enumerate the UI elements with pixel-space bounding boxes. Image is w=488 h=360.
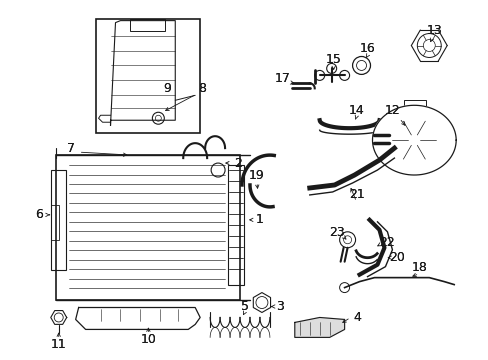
Polygon shape xyxy=(76,307,200,329)
Text: 18: 18 xyxy=(410,261,427,274)
Polygon shape xyxy=(294,318,344,337)
Text: 7: 7 xyxy=(66,141,75,155)
Text: 9: 9 xyxy=(163,82,171,95)
Bar xyxy=(130,19,165,31)
Text: 12: 12 xyxy=(384,104,400,117)
Bar xyxy=(95,19,200,133)
Text: 8: 8 xyxy=(198,82,206,95)
Text: 5: 5 xyxy=(241,300,248,313)
Text: 15: 15 xyxy=(325,53,341,66)
Text: 9: 9 xyxy=(163,82,171,95)
Text: 1: 1 xyxy=(256,213,264,226)
Text: 21: 21 xyxy=(348,188,364,202)
Text: 8: 8 xyxy=(198,82,206,95)
Text: 20: 20 xyxy=(388,251,405,264)
Text: 18: 18 xyxy=(410,261,427,274)
Text: 23: 23 xyxy=(328,226,344,239)
Text: 5: 5 xyxy=(241,300,248,313)
Text: 16: 16 xyxy=(359,42,375,55)
Text: 2: 2 xyxy=(234,157,242,170)
Text: 19: 19 xyxy=(248,168,264,181)
Text: 17: 17 xyxy=(274,72,290,85)
Text: 10: 10 xyxy=(140,333,156,346)
Text: 16: 16 xyxy=(359,42,375,55)
Bar xyxy=(51,205,59,240)
Bar xyxy=(404,100,426,118)
Bar xyxy=(51,170,65,270)
Text: 11: 11 xyxy=(51,338,66,351)
Text: 19: 19 xyxy=(248,168,264,181)
Text: 17: 17 xyxy=(274,72,290,85)
Text: 4: 4 xyxy=(353,311,361,324)
Text: 21: 21 xyxy=(348,188,364,202)
Text: 20: 20 xyxy=(388,251,405,264)
Text: 14: 14 xyxy=(348,104,364,117)
Text: 13: 13 xyxy=(426,24,441,37)
Text: 4: 4 xyxy=(353,311,361,324)
Text: 3: 3 xyxy=(275,300,283,313)
Bar xyxy=(56,155,240,300)
Text: 2: 2 xyxy=(234,157,242,170)
Text: 13: 13 xyxy=(426,24,441,37)
Text: 12: 12 xyxy=(384,104,400,117)
Text: 10: 10 xyxy=(140,333,156,346)
Text: 22: 22 xyxy=(379,236,394,249)
Text: 7: 7 xyxy=(66,141,75,155)
Polygon shape xyxy=(372,105,455,175)
Text: 14: 14 xyxy=(348,104,364,117)
Text: 22: 22 xyxy=(379,236,394,249)
Text: 23: 23 xyxy=(328,226,344,239)
Text: 11: 11 xyxy=(51,338,66,351)
Text: 1: 1 xyxy=(256,213,264,226)
Bar xyxy=(227,165,244,285)
Text: 6: 6 xyxy=(35,208,42,221)
Text: 15: 15 xyxy=(325,53,341,66)
Text: 6: 6 xyxy=(35,208,42,221)
Text: 3: 3 xyxy=(275,300,283,313)
